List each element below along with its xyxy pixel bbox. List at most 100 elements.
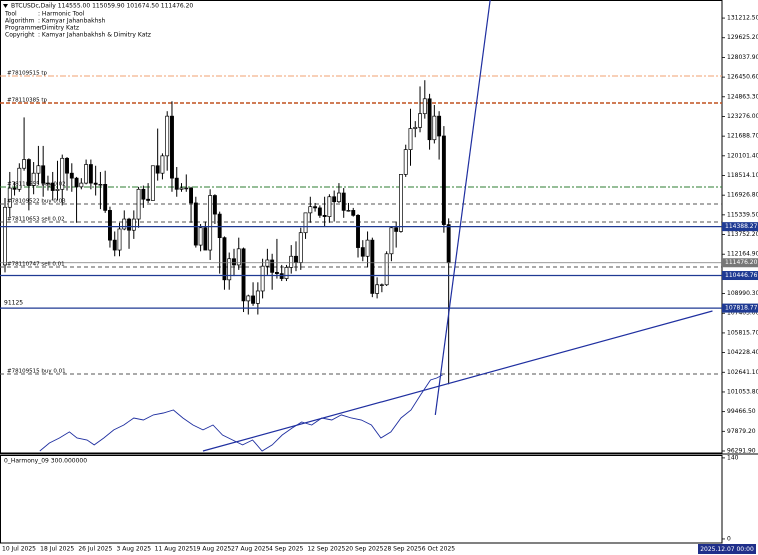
candle-body xyxy=(198,227,203,246)
x-tick-label: 20 Sep 2025 xyxy=(345,546,383,553)
candle-body xyxy=(241,248,246,302)
candle-body xyxy=(69,172,74,179)
pane-frame xyxy=(0,455,723,544)
order-label: #78110747 sell 0.01 xyxy=(7,262,65,268)
y-tick-label: 112164.90 xyxy=(727,251,758,258)
price-marker-box xyxy=(722,271,758,281)
candle-body xyxy=(193,202,198,246)
candle-body xyxy=(31,172,36,186)
candle-body xyxy=(45,182,50,185)
candle-body xyxy=(60,157,65,190)
candle-body xyxy=(432,115,437,141)
candle-body xyxy=(375,284,380,294)
candle-body xyxy=(360,247,365,257)
plot-area xyxy=(0,0,722,452)
candle-body xyxy=(36,165,41,174)
candle-body xyxy=(212,195,217,215)
candle-body xyxy=(346,210,351,212)
x-tick-label: 6 Oct 2025 xyxy=(422,546,455,553)
candle-body xyxy=(136,188,141,220)
order-label: #78110653 sell 0.02 xyxy=(7,216,65,222)
y-tick-label: 124863.30 xyxy=(727,93,758,100)
candle-body xyxy=(313,206,318,209)
candle-body xyxy=(12,187,17,190)
order-label: #78110655 buy 0.02 xyxy=(7,182,66,188)
candle-body xyxy=(84,164,89,184)
order-label: #78109515 tp xyxy=(7,71,48,77)
y-tick-label: 99466.50 xyxy=(727,408,756,415)
candle-body xyxy=(332,196,337,203)
y-tick-label: 128037.90 xyxy=(727,54,758,61)
y-tick-label: 123276.00 xyxy=(727,113,758,120)
candle-body xyxy=(327,196,332,217)
info-key: Programmer xyxy=(5,25,43,32)
candle-body xyxy=(17,167,22,190)
x-tick-label: 4 Sep 2025 xyxy=(269,546,303,553)
candle-body xyxy=(203,227,208,251)
candle-body xyxy=(413,126,418,129)
candle-body xyxy=(351,210,356,216)
candle-body xyxy=(427,98,432,141)
candle-body xyxy=(341,192,346,211)
candle-body xyxy=(446,224,451,264)
pane-title: 0_Harmony_09 300.000000 xyxy=(4,458,87,465)
candle-body xyxy=(365,239,370,257)
candle-body xyxy=(298,232,303,263)
candle-body xyxy=(103,183,108,211)
candle-body xyxy=(3,206,7,266)
candle-body xyxy=(356,214,360,248)
x-tick-label: 12 Sep 2025 xyxy=(307,546,345,553)
cursor-time: 2025.12.07 00:00 xyxy=(700,546,754,553)
info-key: Algorithm xyxy=(5,18,35,25)
info-value: : Dimitry Katz xyxy=(38,25,79,32)
candle-body xyxy=(108,210,112,241)
candle-body xyxy=(112,239,117,251)
candle-body xyxy=(399,174,403,232)
y-tick-label: 108990.30 xyxy=(727,290,758,297)
y-tick-label: 107403.00 xyxy=(727,310,758,317)
candle-body xyxy=(41,165,46,184)
candle-body xyxy=(141,188,146,200)
x-tick-label: 3 Aug 2025 xyxy=(116,546,151,553)
candle-body xyxy=(174,177,179,190)
candle-body xyxy=(55,188,60,191)
order-label: #78109515 buy 0.01 xyxy=(7,368,66,374)
candle-body xyxy=(22,159,27,169)
candle-body xyxy=(284,267,289,279)
x-tick-label: 11 Aug 2025 xyxy=(155,546,194,553)
y-tick-label: 120101.40 xyxy=(727,152,758,159)
candle-body xyxy=(255,290,260,304)
candle-body xyxy=(260,265,265,292)
candle-body xyxy=(160,155,165,174)
trendline xyxy=(434,0,491,416)
candle-body xyxy=(189,187,194,204)
x-tick-label: 26 Jul 2025 xyxy=(78,546,112,553)
y-tick-label: 131212.50 xyxy=(727,15,758,22)
candle-body xyxy=(150,165,155,201)
x-tick-label: 28 Sep 2025 xyxy=(384,546,422,553)
candle-body xyxy=(117,228,122,251)
candle-body xyxy=(418,113,422,128)
candle-body xyxy=(370,239,375,294)
x-tick-label: 27 Aug 2025 xyxy=(231,546,270,553)
price-line-note: 91125 xyxy=(4,300,23,307)
candle-body xyxy=(389,227,394,255)
info-key: Copyright xyxy=(5,32,35,39)
cursor-time-box xyxy=(698,544,756,554)
candle-body xyxy=(165,115,170,157)
candle-body xyxy=(422,98,427,115)
candle-body xyxy=(384,253,389,286)
y-tick-label: 129625.20 xyxy=(727,34,758,41)
candle-body xyxy=(217,213,222,239)
x-tick-label: 10 Jul 2025 xyxy=(2,546,36,553)
candle-body xyxy=(146,198,151,201)
price-marker-label: 111476.20 xyxy=(725,259,758,266)
y-tick-label: 115339.50 xyxy=(727,211,758,218)
candle-body xyxy=(408,128,413,150)
info-value: : Harmonic Tool xyxy=(38,11,85,18)
candle-body xyxy=(79,182,84,188)
y-tick-label: 126450.60 xyxy=(727,74,758,81)
y-tick-label: 97879.20 xyxy=(727,428,756,435)
candle-body xyxy=(270,259,275,273)
